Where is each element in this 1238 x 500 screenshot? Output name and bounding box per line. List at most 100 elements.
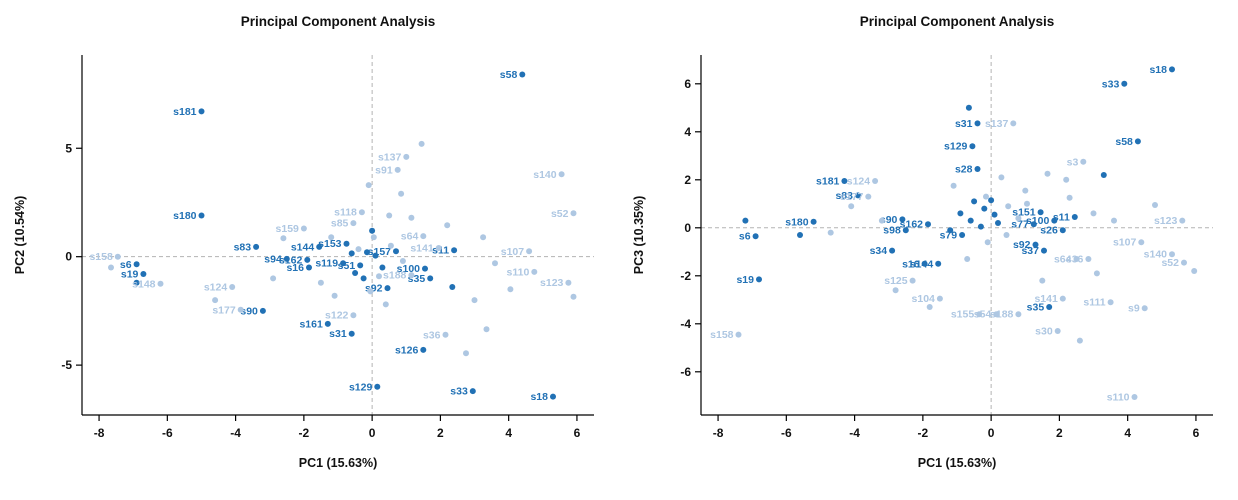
data-point-group-dark (935, 260, 942, 267)
data-point-group-light (735, 331, 742, 338)
point-label: s35 (1027, 302, 1045, 314)
point-label: s177 (212, 304, 236, 316)
data-point-group-light (229, 284, 236, 290)
data-point-group-dark (742, 217, 749, 224)
point-label: s110 (1107, 392, 1130, 404)
data-point-group-dark (959, 232, 966, 238)
data-point-group-light (1059, 295, 1066, 302)
point-label: s9 (1128, 303, 1140, 315)
data-point-group-dark (981, 205, 988, 212)
y-tick-label: 5 (65, 141, 72, 155)
data-point-group-light (1093, 270, 1100, 277)
data-point-group-dark (947, 227, 954, 234)
data-point-group-light (212, 297, 219, 304)
point-label: s83 (234, 241, 252, 253)
data-point-group-dark (925, 221, 931, 228)
x-tick-label: -4 (230, 426, 241, 440)
data-point-group-light (382, 301, 389, 308)
data-point-group-light (480, 234, 487, 241)
data-point-group-dark (1121, 80, 1128, 87)
data-point-group-dark (550, 393, 556, 400)
data-point-group-dark (393, 248, 399, 255)
point-label: s111 (1083, 297, 1105, 309)
data-point-group-dark (1059, 227, 1066, 234)
point-label: s58 (500, 69, 518, 81)
point-label: s157 (368, 246, 392, 258)
point-label: s118 (334, 207, 357, 219)
data-point-group-dark (140, 271, 147, 277)
data-point-group-light (570, 210, 577, 217)
data-point-group-light (492, 260, 498, 267)
data-point-group-dark (348, 250, 355, 257)
data-point-group-light (376, 273, 382, 280)
point-label: s144 (910, 258, 934, 270)
y-axis-label: PC2 (10.54%) (13, 196, 27, 275)
point-label: s31 (955, 118, 973, 130)
data-point-group-dark (372, 252, 379, 259)
data-point-group-light (280, 235, 287, 242)
data-point-group-light (892, 287, 899, 294)
data-point-group-light (993, 311, 1000, 318)
point-label: s181 (816, 176, 840, 188)
data-point-group-light (1169, 251, 1175, 258)
data-point-group-light (435, 245, 442, 251)
data-point-group-dark (1100, 172, 1107, 178)
data-point-group-light (570, 293, 577, 300)
data-point-group-light (270, 275, 277, 282)
pca-plot-pc1-pc3: Principal Component Analysis -8 -6 -4 -2 0 2 4… (619, 0, 1238, 500)
x-tick-label: -6 (162, 426, 173, 440)
data-point-group-light (1066, 194, 1073, 201)
data-point-group-dark (451, 247, 458, 254)
point-label: s98 (883, 225, 901, 237)
point-label: s122 (325, 310, 349, 322)
data-point-group-light (848, 203, 855, 210)
data-point-group-light (926, 304, 933, 310)
point-label: s6 (120, 259, 132, 271)
data-point-group-dark (343, 240, 350, 247)
point-label: s58 (1115, 136, 1133, 148)
data-point-group-light (358, 209, 365, 216)
point-label: s181 (173, 106, 197, 118)
point-label: s107 (1113, 237, 1137, 249)
data-point-group-light (936, 295, 943, 302)
data-point-group-dark (1134, 138, 1141, 145)
data-point-group-dark (324, 320, 331, 327)
data-point-group-dark (957, 210, 964, 217)
pca-plot-pc1-pc2: Principal Component Analysis -8 -6 -4 -2 0 2 4… (13, 14, 594, 470)
data-point-group-light (1152, 202, 1158, 208)
data-point-group-light (420, 233, 427, 240)
data-point-group-dark (977, 223, 984, 230)
point-label: s3 (1067, 156, 1079, 168)
y-tick-label: -6 (680, 365, 691, 379)
data-point-group-light (1107, 299, 1114, 306)
point-label: s19 (736, 274, 754, 286)
data-point-group-dark (360, 275, 367, 282)
point-label: s180 (785, 216, 809, 228)
x-axis-label: PC1 (15.63%) (299, 456, 378, 470)
data-point-group-light (984, 239, 991, 246)
point-label: s161 (299, 318, 323, 330)
point-label: s19 (121, 269, 139, 281)
point-label: s90 (880, 214, 898, 226)
data-point-group-light (355, 246, 362, 253)
data-point-group-dark (974, 120, 981, 127)
data-point-group-dark (988, 197, 995, 204)
data-point-group-light (367, 288, 374, 295)
data-point-group-light (1024, 200, 1030, 207)
x-axis-label: PC1 (15.63%) (918, 456, 997, 470)
x-tick-label: -2 (918, 426, 929, 440)
data-point-group-dark (133, 261, 140, 268)
point-label: s92 (1013, 239, 1031, 251)
data-point-group-dark (967, 217, 974, 224)
x-tick-label: 0 (369, 426, 376, 440)
data-point-group-dark (198, 108, 205, 115)
data-point-group-light (909, 277, 916, 284)
point-label: s129 (349, 381, 373, 393)
data-point-group-light (399, 258, 406, 264)
data-point-group-light (403, 153, 410, 160)
chart-title: Principal Component Analysis (859, 14, 1055, 29)
point-label: s83 (835, 190, 853, 202)
data-point-group-light (1191, 268, 1198, 274)
data-point-group-dark (1041, 247, 1047, 254)
data-point-group-dark (259, 307, 266, 314)
